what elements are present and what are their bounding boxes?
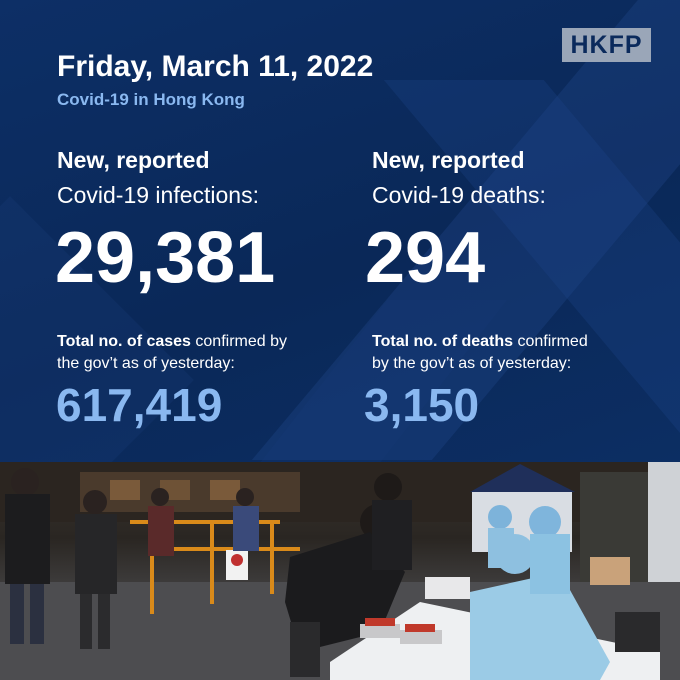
date-heading: Friday, March 11, 2022 [57, 50, 374, 83]
hkfp-logo: HKFP [562, 28, 651, 62]
total-deaths-value: 3,150 [364, 379, 480, 431]
infections-lead: New, reported [57, 147, 210, 173]
total-deaths-bold: Total no. of deaths [372, 333, 514, 350]
new-deaths-value: 294 [365, 218, 486, 298]
deaths-lead: New, reported [372, 147, 525, 173]
total-cases-caption: Total no. of cases confirmed by the gov’t… [57, 331, 287, 374]
photo-illustration [0, 462, 680, 680]
total-cases-rest: confirmed by [190, 333, 287, 350]
new-infections-value: 29,381 [55, 218, 276, 298]
subtitle: Covid-19 in Hong Kong [57, 90, 245, 109]
deaths-label: Covid-19 deaths: [372, 182, 546, 208]
total-cases-line2: the gov’t as of yesterday: [57, 354, 235, 372]
total-deaths-caption: Total no. of deaths confirmed by the gov’… [372, 331, 588, 374]
total-deaths-line2: by the gov’t as of yesterday: [372, 354, 572, 372]
testing-site-photo [0, 462, 680, 680]
stats-panel: HKFP Friday, March 11, 2022 Covid-19 in … [0, 0, 680, 462]
infections-label: Covid-19 infections: [57, 182, 259, 208]
total-cases-bold: Total no. of cases [57, 333, 191, 350]
total-deaths-rest: confirmed [513, 333, 588, 350]
total-cases-value: 617,419 [56, 379, 223, 431]
